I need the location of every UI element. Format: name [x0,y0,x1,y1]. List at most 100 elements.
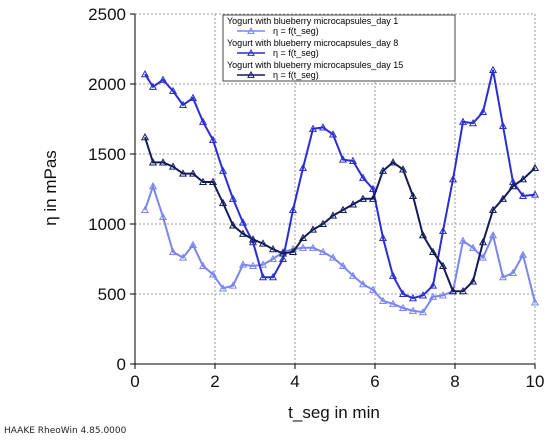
data-point-marker [198,177,208,186]
data-point-marker [468,277,478,285]
data-point-marker [518,250,528,258]
data-point-marker [228,281,238,289]
data-point-marker [238,260,248,268]
data-point-marker [298,163,308,172]
data-point-marker [208,177,218,186]
data-point-marker [168,162,178,170]
data-point-marker [518,174,528,183]
data-point-marker [168,86,178,95]
data-point-marker [298,233,308,242]
y-tick-label: 0 [117,355,126,374]
data-point-marker [388,158,398,166]
data-point-marker [530,298,540,306]
data-point-marker [478,237,488,246]
tick-labels: 0 2 4 6 8 10 0 500 1000 1500 2000 2500 [88,5,544,391]
data-point-marker [408,191,418,200]
legend-box [222,14,456,82]
data-point-marker [530,190,540,198]
legend: Yogurt with blueberry microcapsules_day … [222,14,456,82]
data-point-marker [140,69,150,78]
software-footer: HAAKE RheoWin 4.85.0000 [4,426,127,436]
data-point-marker [438,291,448,299]
data-point-marker [508,181,518,190]
data-point-marker [358,279,368,288]
data-point-marker [188,169,198,177]
data-point-marker [198,261,208,270]
x-tick-label: 6 [370,372,379,391]
data-point-marker [348,271,358,279]
data-point-marker [328,130,338,138]
data-point-marker [248,261,258,270]
data-point-marker [358,173,368,181]
data-point-marker [458,286,468,295]
axes [130,13,536,369]
data-point-marker [140,205,150,214]
grid-lines [135,13,536,364]
data-point-marker [278,249,288,257]
data-point-marker [278,254,288,263]
data-point-marker [398,289,408,298]
data-point-marker [238,218,248,226]
y-tick-label: 500 [98,285,126,304]
data-point-marker [508,268,518,277]
data-point-marker [168,247,178,256]
data-point-marker [218,284,228,292]
data-point-marker [378,233,388,242]
legend-marker-sample [247,70,255,78]
data-point-marker [518,191,528,200]
data-point-marker [338,205,348,214]
legend-marker-sample [247,26,255,34]
series-day-1 [140,181,540,316]
series-layer [140,65,540,316]
data-point-marker [498,194,508,202]
data-point-marker [368,285,378,293]
data-point-marker [268,254,278,263]
data-point-marker [368,194,378,202]
data-point-marker [288,205,298,214]
data-point-marker [398,165,408,173]
data-point-marker [488,205,498,214]
data-point-marker [288,247,298,256]
data-point-marker [388,271,398,279]
data-point-marker [318,247,328,256]
data-point-marker [488,230,498,239]
data-point-marker [158,158,168,166]
data-point-marker [378,166,388,174]
x-tick-label: 2 [210,372,219,391]
data-point-marker [258,272,268,281]
data-point-marker [308,225,318,233]
data-point-marker [428,247,438,256]
data-point-marker [348,156,358,165]
data-point-marker [318,123,328,131]
data-point-marker [158,75,168,83]
data-point-marker [148,158,158,166]
data-point-marker [198,117,208,125]
data-point-marker [318,219,328,228]
data-point-marker [438,226,448,235]
legend-series-name: Yogurt with blueberry microcapsules_day … [227,16,398,26]
data-point-marker [418,307,428,316]
x-tick-label: 4 [290,372,299,391]
data-point-marker [388,299,398,307]
data-point-marker [148,82,158,90]
data-point-marker [418,230,428,239]
data-point-marker [228,221,238,229]
data-point-marker [218,166,228,174]
y-tick-label: 1000 [88,215,126,234]
data-point-marker [428,281,438,289]
data-point-marker [268,272,278,281]
x-tick-label: 8 [450,372,459,391]
data-point-marker [438,261,448,270]
y-axis-label: η in mPas [41,150,60,226]
data-point-marker [448,286,458,295]
data-point-marker [478,253,488,261]
data-point-marker [178,253,188,261]
data-point-marker [188,240,198,249]
data-point-marker [368,184,378,193]
data-point-marker [298,243,308,251]
data-point-marker [408,293,418,302]
data-point-marker [208,270,218,278]
legend-series-formula: η = f(t_seg) [273,70,319,80]
x-tick-label: 10 [526,372,545,391]
